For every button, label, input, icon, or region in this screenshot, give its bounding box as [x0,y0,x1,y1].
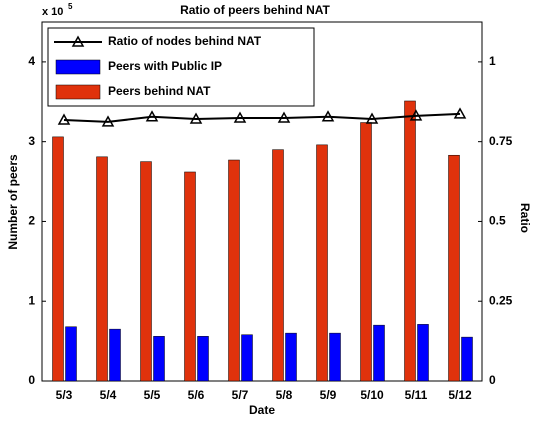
legend-swatch [55,84,101,100]
y-tick-label: 4 [28,54,35,68]
line-marker [145,110,159,122]
bar [109,328,121,382]
line-marker [57,113,71,125]
chart-title: Ratio of peers behind NAT [180,3,330,17]
y-axis-label: Number of peers [6,154,20,250]
line-marker [101,115,115,127]
line-marker [277,111,291,123]
y2-tick-label: 0.25 [489,293,513,307]
bar [316,144,328,382]
line-marker [233,111,247,123]
line-marker [189,112,203,124]
legend-marker [71,35,85,47]
y2-tick-label: 1 [489,54,496,68]
bar [140,161,152,382]
bar [197,336,209,382]
bar [52,136,64,382]
bar [285,332,297,382]
x-tick-label: 5/12 [448,388,472,402]
bar [373,324,385,382]
bar [65,326,77,382]
bar [153,336,165,382]
y-tick-label: 3 [28,134,35,148]
bar [417,324,429,382]
legend-label: Peers behind NAT [108,84,211,98]
legend-label: Ratio of nodes behind NAT [108,34,262,48]
x-tick-label: 5/5 [144,388,161,402]
line-marker [365,112,379,124]
x-tick-label: 5/3 [56,388,73,402]
bar [329,332,341,382]
x-tick-label: 5/7 [232,388,249,402]
bar [272,149,284,382]
y2-tick-label: 0.75 [489,134,513,148]
y2-tick-label: 0.5 [489,214,506,228]
x-tick-label: 5/9 [320,388,337,402]
bar [228,159,240,382]
line-marker [321,110,335,122]
y-multiplier-exp: 5 [68,2,73,11]
x-tick-label: 5/6 [188,388,205,402]
line-marker [453,107,467,119]
legend-label: Peers with Public IP [108,59,222,73]
bar [184,171,196,382]
bar [96,156,108,382]
y-tick-label: 0 [28,373,35,387]
y2-tick-label: 0 [489,373,496,387]
legend-swatch [55,59,101,75]
y-multiplier: x 10 [42,6,63,18]
x-tick-label: 5/11 [405,388,428,402]
bar [241,334,253,382]
x-axis-label: Date [249,403,275,417]
x-tick-label: 5/10 [360,388,384,402]
bar [461,336,473,382]
y-tick-label: 2 [28,214,35,228]
x-tick-label: 5/8 [276,388,293,402]
bar [404,100,416,382]
x-tick-label: 5/4 [100,388,117,402]
line [63,112,461,123]
y-tick-label: 1 [28,293,35,307]
bar [448,154,460,382]
y2-axis-label: Ratio [518,203,532,233]
bar [360,122,372,382]
line-marker [409,109,423,121]
